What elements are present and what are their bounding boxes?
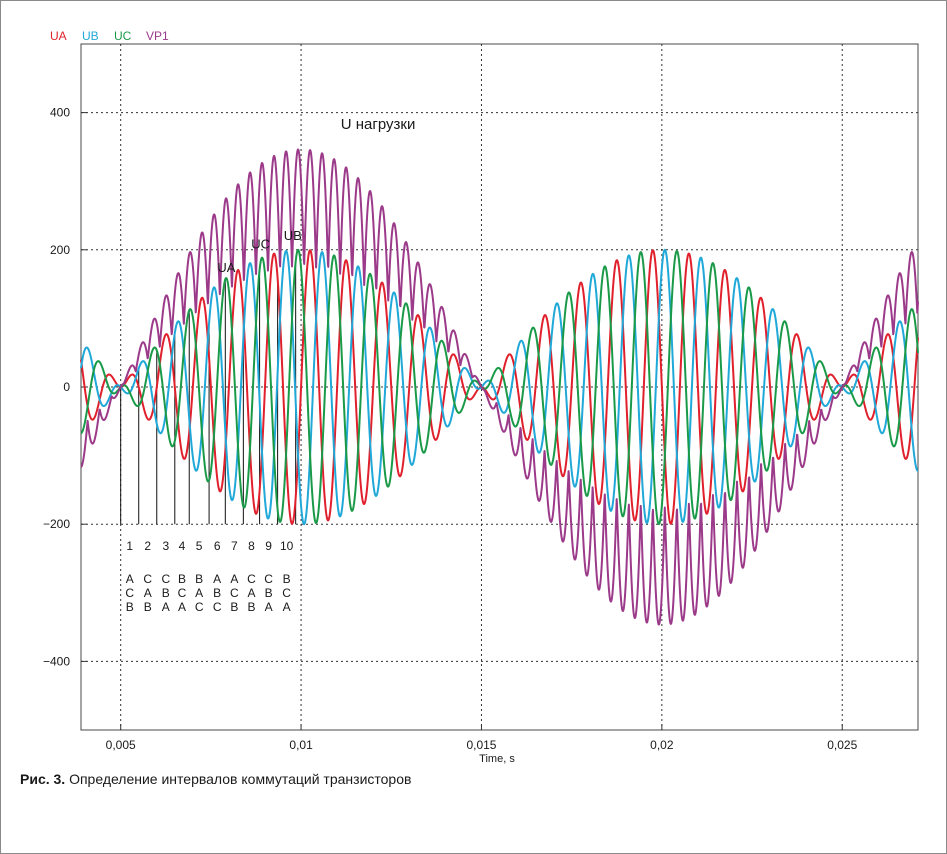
figure-caption: Рис. 3. Определение интервалов коммутаци…: [20, 771, 411, 787]
interval-phase-letter: A: [213, 572, 221, 586]
interval-phase-letter: B: [247, 600, 255, 614]
series-ua-line: [80, 249, 919, 525]
annotation-label: U нагрузки: [341, 116, 416, 133]
interval-phase-letter: A: [126, 572, 134, 586]
interval-phase-letter: C: [178, 586, 187, 600]
interval-phase-letter: A: [265, 600, 273, 614]
interval-phase-letter: C: [195, 600, 204, 614]
interval-number: 4: [179, 539, 186, 553]
annotation-label: UA: [217, 260, 235, 275]
interval-number: 9: [265, 539, 272, 553]
series-ub-line: [80, 248, 919, 526]
interval-number: 1: [126, 539, 133, 553]
interval-number: 10: [280, 539, 294, 553]
interval-phase-letter: C: [264, 572, 273, 586]
annotation-label: UB: [284, 228, 302, 243]
interval-phase-letter: B: [265, 586, 273, 600]
interval-phase-letter: A: [283, 600, 291, 614]
interval-phase-letter: B: [230, 600, 238, 614]
interval-phase-letter: B: [195, 572, 203, 586]
interval-phase-letter: A: [195, 586, 203, 600]
x-tick-label: 0,02: [650, 738, 674, 752]
x-tick-label: 0,005: [106, 738, 136, 752]
interval-phase-letter: C: [143, 572, 152, 586]
interval-phase-letter: C: [282, 586, 291, 600]
interval-phase-letter: C: [213, 600, 222, 614]
interval-number: 2: [144, 539, 151, 553]
y-axis: 400 200 0 −200 −400: [43, 106, 87, 668]
legend-entry-uc: UC: [114, 29, 132, 43]
x-tick-label: 0,015: [466, 738, 496, 752]
y-tick-label: 0: [63, 380, 70, 394]
interval-phase-letter: A: [178, 600, 186, 614]
caption-text: Определение интервалов коммутаций транзи…: [69, 771, 412, 787]
series-vp1-line: [80, 148, 919, 626]
series-lines: [80, 148, 919, 626]
y-tick-label: 200: [50, 243, 70, 257]
annotation-label: UC: [251, 236, 270, 251]
x-axis: 0,005 0,01 0,015 0,02 0,025: [106, 724, 858, 752]
interval-markers: 1ACB2CAB3CBA4BCA5BAC6ABC7ACB8CAB9CBA10BC…: [120, 261, 297, 614]
legend: UA UB UC VP1: [50, 29, 169, 43]
interval-number: 7: [231, 539, 238, 553]
interval-phase-letter: A: [247, 586, 255, 600]
interval-phase-letter: B: [283, 572, 291, 586]
legend-entry-ub: UB: [82, 29, 99, 43]
x-tick-label: 0,01: [289, 738, 313, 752]
interval-phase-letter: C: [125, 586, 134, 600]
interval-number: 6: [214, 539, 221, 553]
interval-number: 3: [162, 539, 169, 553]
x-axis-label: Time, s: [479, 753, 515, 765]
annotations: U нагрузки UA UC UB: [217, 116, 415, 275]
interval-phase-letter: A: [144, 586, 152, 600]
interval-phase-letter: C: [247, 572, 256, 586]
grid: [81, 44, 918, 730]
legend-entry-vp1: VP1: [146, 29, 169, 43]
legend-entry-ua: UA: [50, 29, 67, 43]
y-tick-label: −200: [43, 517, 70, 531]
interval-phase-letter: C: [161, 572, 170, 586]
interval-phase-letter: B: [178, 572, 186, 586]
y-tick-label: −400: [43, 654, 70, 668]
caption-label: Рис. 3.: [20, 771, 66, 787]
interval-phase-letter: B: [144, 600, 152, 614]
interval-phase-letter: A: [162, 600, 170, 614]
interval-phase-letter: B: [126, 600, 134, 614]
interval-phase-letter: C: [230, 586, 239, 600]
interval-phase-letter: A: [230, 572, 238, 586]
y-tick-label: 400: [50, 106, 70, 120]
interval-number: 8: [248, 539, 255, 553]
interval-phase-letter: B: [213, 586, 221, 600]
interval-phase-letter: B: [162, 586, 170, 600]
x-tick-label: 0,025: [827, 738, 857, 752]
series-uc-line: [80, 248, 919, 526]
interval-number: 5: [196, 539, 203, 553]
